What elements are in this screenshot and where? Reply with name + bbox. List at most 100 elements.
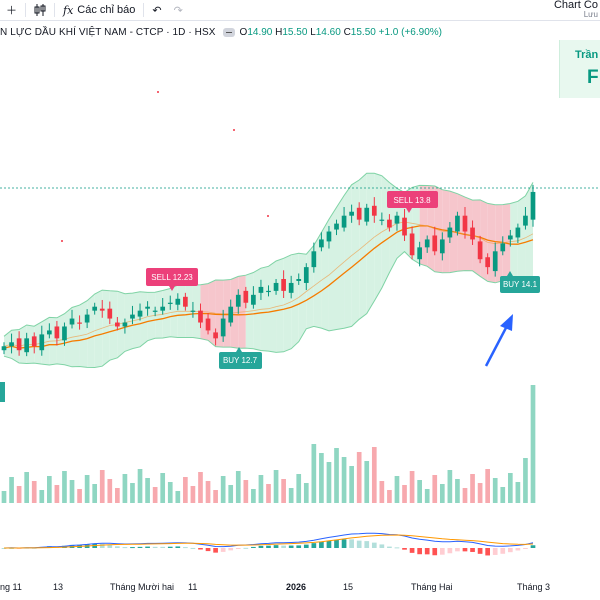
upper-band-line <box>3 172 534 337</box>
candle-body <box>281 279 286 291</box>
chart-type-button[interactable] <box>28 0 52 20</box>
candle-body <box>455 215 460 232</box>
volume-bar <box>115 488 120 503</box>
macd-histogram-bar <box>319 541 324 548</box>
candle-body <box>77 322 82 324</box>
close-value: 15.50 <box>350 27 376 38</box>
indicators-label: Các chỉ báo <box>77 4 136 16</box>
macd-histogram-bar <box>175 546 181 548</box>
candle-body <box>424 239 430 248</box>
symbol-title[interactable]: N LỰC DẦU KHÍ VIỆT NAM - CTCP · 1D · HSX <box>0 27 216 38</box>
open-key: O <box>239 27 248 38</box>
candle-body <box>152 310 158 312</box>
macd-histogram-bar <box>485 548 490 556</box>
volume-bar <box>205 481 211 503</box>
macd-histogram-bar <box>507 548 513 553</box>
volume-bar <box>319 453 324 503</box>
buy-signal-2[interactable]: BUY 14.1 <box>500 271 540 293</box>
macd-histogram-bar <box>213 548 218 553</box>
macd-histogram-bar <box>167 546 173 548</box>
macd-histogram-bar <box>183 547 188 549</box>
band-segment <box>11 329 20 364</box>
change-value: +1.0 (+6.90%) <box>378 27 442 38</box>
macd-histogram-bar <box>364 541 370 548</box>
brand-area[interactable]: Chart Co Lưu <box>554 0 598 19</box>
signal-line <box>4 534 534 549</box>
collapse-legend-icon[interactable] <box>222 28 235 37</box>
candle-body <box>16 338 22 351</box>
band-segment <box>34 321 42 365</box>
candle-body <box>439 239 445 254</box>
candle-body <box>39 334 45 351</box>
volume-bar <box>470 474 475 503</box>
volume-bar <box>356 452 362 503</box>
plus-icon: ＋ <box>6 5 17 17</box>
candle-body <box>349 211 354 216</box>
volume-bar <box>69 480 75 503</box>
band-segment <box>298 253 307 342</box>
volume-bar <box>77 489 82 503</box>
volume-bar <box>507 473 513 503</box>
candle-body <box>183 296 188 307</box>
candle-body <box>213 332 218 339</box>
candle-body <box>485 257 490 268</box>
band-segment <box>117 291 125 358</box>
volume-bar <box>198 472 203 503</box>
volume-bar <box>62 471 67 503</box>
volume-bar <box>273 470 279 503</box>
add-symbol-button[interactable]: ＋ <box>0 0 23 20</box>
volume-bar <box>394 476 400 503</box>
volume-bar <box>175 491 181 503</box>
toolbar-divider <box>143 3 145 17</box>
undo-button[interactable]: ↶ <box>146 0 167 20</box>
volume-bar <box>190 486 196 503</box>
high-key: H <box>275 27 283 38</box>
candlesticks <box>1 184 536 357</box>
volume-bar <box>432 475 438 503</box>
band-segment <box>230 276 239 349</box>
macd-histogram-bar <box>281 545 286 548</box>
band-segment <box>124 293 133 352</box>
redo-button[interactable]: ↷ <box>168 0 189 20</box>
candle-body <box>288 282 294 293</box>
buy-signal-2-label: BUY 14.1 <box>503 280 538 289</box>
volume-bar <box>251 489 256 503</box>
volume-bar <box>439 484 445 503</box>
volume-bar <box>31 481 37 503</box>
indicators-button[interactable]: fx Các chỉ báo <box>57 0 141 20</box>
candle-body <box>54 326 60 339</box>
macd-histogram-bar <box>273 545 279 548</box>
promo-overlay[interactable]: Trần F <box>559 40 600 98</box>
sell-signal-1[interactable]: SELL 12.23 <box>146 268 198 291</box>
candle-body <box>409 233 415 256</box>
volume-bar <box>523 458 528 503</box>
volume-bar <box>364 461 370 503</box>
macd-histogram-bar <box>258 545 264 548</box>
volume-bar <box>492 478 498 503</box>
band-segment <box>56 313 65 365</box>
volume-bar <box>152 487 158 503</box>
macd-histogram-bar <box>349 539 354 548</box>
volume-bar <box>84 475 90 503</box>
volume-bar <box>220 476 226 503</box>
volume-bar <box>213 490 218 503</box>
low-key: L <box>310 27 316 38</box>
moving-average-line <box>3 225 534 349</box>
time-axis: ng 11 13 Tháng Mười hai 11 2026 15 Tháng… <box>0 582 550 592</box>
candle-body <box>523 215 528 226</box>
band-segment <box>140 291 148 347</box>
volume-bar <box>228 485 234 503</box>
candle-body <box>47 330 52 335</box>
candle-body <box>500 243 506 252</box>
sell-signal-2[interactable]: SELL 13.8 <box>387 191 438 213</box>
macd-histogram-bar <box>122 547 128 549</box>
candle-body <box>122 322 128 327</box>
band-segment <box>291 253 299 349</box>
volume-bar <box>515 482 521 503</box>
buy-signal-1[interactable]: BUY 12.7 <box>219 347 262 369</box>
macd-histogram-bar <box>515 548 521 551</box>
volume-bar <box>235 471 241 503</box>
macd-histogram-bar <box>137 546 143 548</box>
basis-line <box>3 221 534 347</box>
